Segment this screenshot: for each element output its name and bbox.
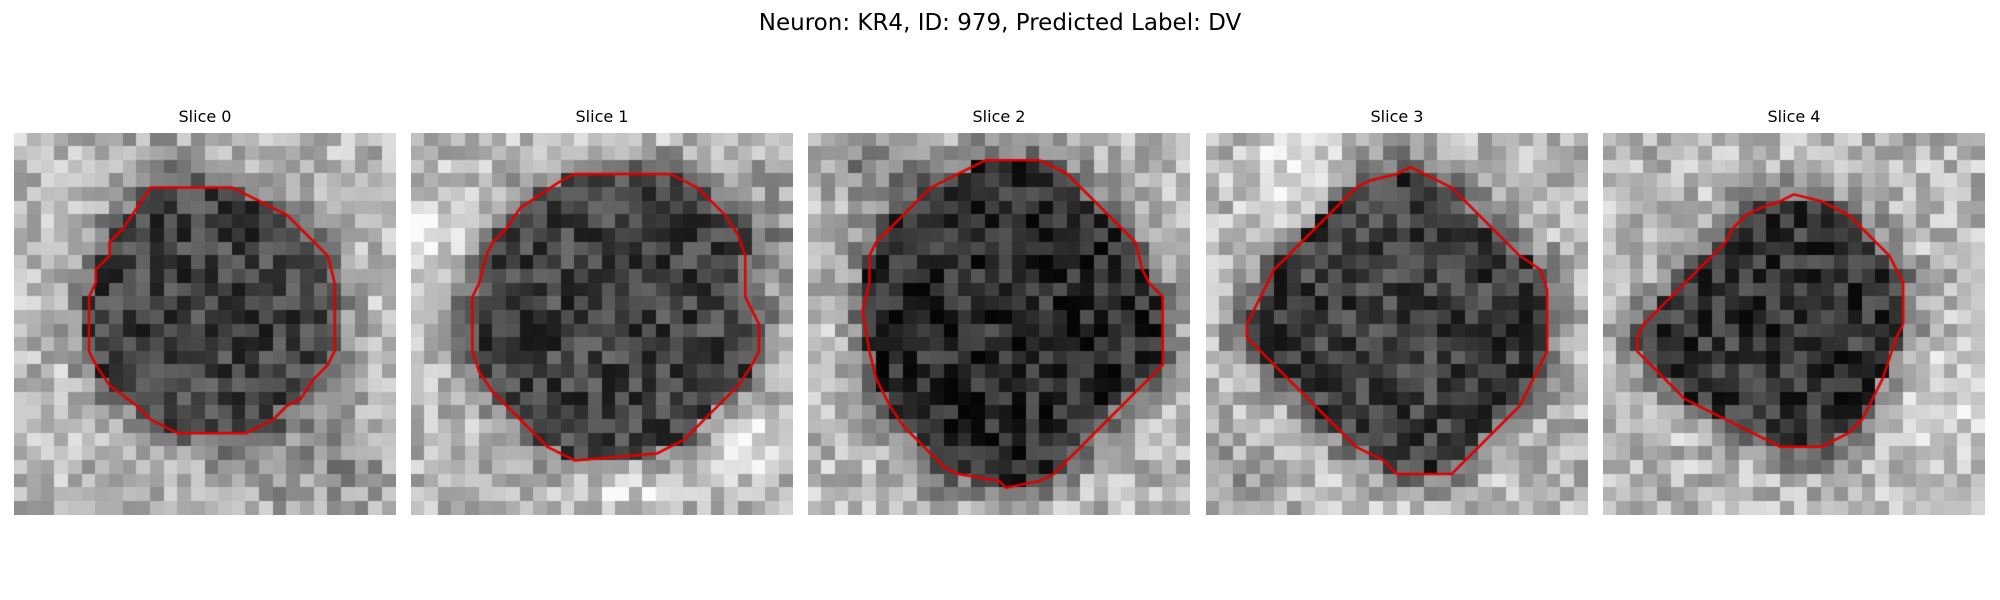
slice-panel-1: Slice 1 <box>411 106 793 515</box>
slice-title: Slice 1 <box>575 107 629 126</box>
slice-panel-4: Slice 4 <box>1603 106 1985 515</box>
slice-title: Slice 2 <box>972 107 1026 126</box>
figure-title: Neuron: KR4, ID: 979, Predicted Label: D… <box>758 10 1242 36</box>
slice-title: Slice 0 <box>178 107 232 126</box>
slice-title: Slice 3 <box>1370 107 1424 126</box>
slice-image-4 <box>1603 133 1985 515</box>
slice-image-2 <box>808 133 1190 515</box>
slice-panel-0: Slice 0 <box>14 106 396 515</box>
slice-panel-2: Slice 2 <box>808 106 1190 515</box>
slice-image-0 <box>14 133 396 515</box>
slice-image-3 <box>1206 133 1588 515</box>
slice-panel-3: Slice 3 <box>1206 106 1588 515</box>
slice-image-1 <box>411 133 793 515</box>
slice-title: Slice 4 <box>1767 107 1821 126</box>
